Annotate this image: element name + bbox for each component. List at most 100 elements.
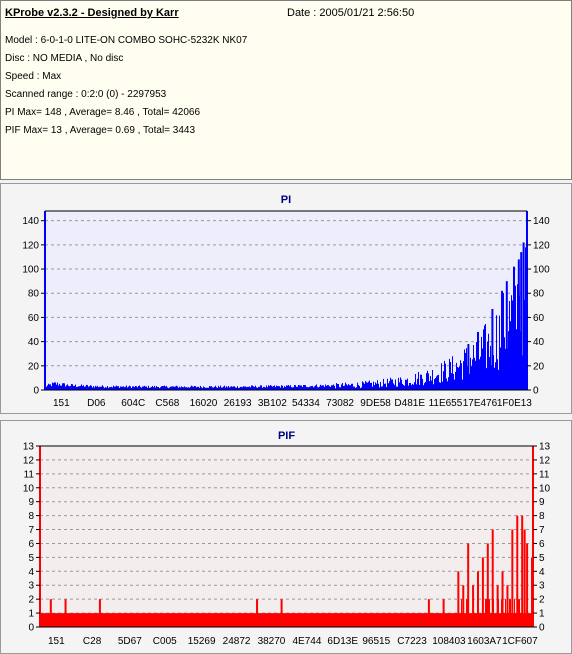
y-tick-label-right: 12: [539, 455, 551, 466]
data-spike: [501, 290, 503, 390]
pi-stats: PI Max= 148 , Average= 8.46 , Total= 420…: [5, 107, 201, 118]
y-tick-label-right: 8: [539, 511, 545, 522]
y-tick-label-right: 7: [539, 525, 545, 536]
y-tick-label-left: 3: [28, 581, 34, 592]
data-spike: [520, 252, 523, 390]
x-tick-label: 5D67: [118, 636, 142, 647]
y-tick-label-left: 120: [22, 240, 39, 251]
data-spike: [486, 543, 489, 627]
y-tick-label-right: 10: [539, 483, 551, 494]
x-tick-label: 73082: [326, 398, 354, 409]
x-tick-label: 38270: [258, 636, 286, 647]
data-spike: [49, 599, 52, 627]
data-spike: [516, 515, 519, 627]
scanned-range: Scanned range : 0:2:0 (0) - 2297953: [5, 89, 167, 100]
data-spike: [521, 515, 524, 627]
data-spike: [526, 543, 529, 627]
data-spike: [472, 585, 475, 627]
y-tick-label-right: 0: [533, 386, 539, 397]
data-spike: [517, 259, 520, 390]
y-tick-label-right: 6: [539, 539, 545, 550]
x-tick-label: C005: [153, 636, 177, 647]
y-tick-label-right: 13: [539, 442, 551, 453]
data-spike: [98, 599, 101, 627]
x-tick-label: C28: [83, 636, 102, 647]
x-tick-label: C7223: [397, 636, 427, 647]
y-tick-label-left: 1: [28, 609, 34, 620]
x-tick-label: 3B102: [258, 398, 287, 409]
data-spike: [505, 281, 508, 390]
data-spike: [280, 599, 283, 627]
y-tick-label-left: 5: [28, 553, 34, 564]
y-tick-label-left: 80: [28, 289, 40, 300]
y-tick-label-right: 20: [533, 361, 545, 372]
data-spike: [457, 571, 460, 627]
x-tick-label: 151: [53, 398, 70, 409]
x-tick-label: D06: [87, 398, 106, 409]
data-spike: [522, 242, 525, 390]
y-tick-label-left: 0: [28, 623, 34, 634]
y-tick-label-right: 120: [533, 240, 550, 251]
data-spike: [481, 557, 484, 627]
speed-info: Speed : Max: [5, 71, 62, 82]
data-spike: [256, 599, 259, 627]
y-tick-label-left: 140: [22, 216, 39, 227]
y-tick-label-left: 10: [23, 483, 35, 494]
data-spike: [496, 585, 499, 627]
y-tick-label-left: 40: [28, 337, 40, 348]
y-tick-label-left: 7: [28, 525, 34, 536]
data-spike: [523, 529, 526, 627]
pi-chart: PI 0 0 20 20 40 40 60 60 80 80 100 100 120 120 140 140 15…: [22, 194, 550, 409]
y-tick-label-left: 12: [23, 455, 35, 466]
chart-title: PIF: [278, 430, 295, 442]
data-spike: [506, 585, 509, 627]
data-spike: [427, 599, 430, 627]
y-tick-label-right: 5: [539, 553, 545, 564]
pif-stats: PIF Max= 13 , Average= 0.69 , Total= 344…: [5, 125, 196, 136]
data-spike: [491, 529, 494, 627]
y-tick-label-left: 11: [24, 469, 35, 480]
data-spike: [64, 599, 67, 627]
y-tick-label-left: 13: [23, 442, 35, 453]
app-title: KProbe v2.3.2 - Designed by Karr: [5, 7, 179, 19]
y-tick-label-right: 1: [539, 609, 545, 620]
x-tick-label: 11E655: [429, 398, 463, 409]
data-spike: [491, 308, 494, 390]
y-tick-label-left: 8: [28, 511, 34, 522]
pi-chart-panel: PI 0 0 20 20 40 40 60 60 80 80 100 100 120 120 140 140 15…: [0, 183, 572, 414]
y-tick-label-left: 2: [28, 595, 34, 606]
data-spike: [477, 331, 479, 390]
y-tick-label-left: 20: [28, 361, 40, 372]
y-tick-label-right: 4: [539, 567, 545, 578]
y-tick-label-right: 11: [539, 469, 550, 480]
x-tick-label: 15269: [188, 636, 216, 647]
data-spike: [513, 266, 515, 390]
x-tick-label: 6D13E: [327, 636, 358, 647]
chart-title: PI: [281, 194, 291, 206]
y-tick-label-right: 40: [533, 337, 545, 348]
disc-info: Disc : NO MEDIA , No disc: [5, 53, 124, 64]
plot-area: [45, 211, 527, 390]
x-tick-label: 9DE58: [360, 398, 391, 409]
data-spike: [467, 344, 470, 390]
y-tick-label-right: 3: [539, 581, 545, 592]
data-spike: [462, 585, 465, 627]
y-tick-label-left: 9: [28, 497, 34, 508]
y-tick-label-left: 60: [28, 313, 40, 324]
x-tick-label: 16020: [190, 398, 218, 409]
y-tick-label-left: 0: [33, 386, 39, 397]
x-tick-label: 1603A7: [467, 636, 502, 647]
y-tick-label-right: 140: [533, 216, 550, 227]
x-tick-label: 4E744: [293, 636, 322, 647]
x-tick-label: 96515: [362, 636, 390, 647]
x-tick-label: 17E476: [463, 398, 498, 409]
y-tick-label-left: 6: [28, 539, 34, 550]
y-tick-label-right: 9: [539, 497, 545, 508]
y-tick-label-right: 100: [533, 265, 550, 276]
data-spike: [511, 529, 514, 627]
y-tick-label-right: 0: [539, 623, 545, 634]
x-tick-label: 151: [48, 636, 65, 647]
info-panel: KProbe v2.3.2 - Designed by Karr Date : …: [0, 0, 572, 180]
data-spike: [467, 543, 470, 627]
